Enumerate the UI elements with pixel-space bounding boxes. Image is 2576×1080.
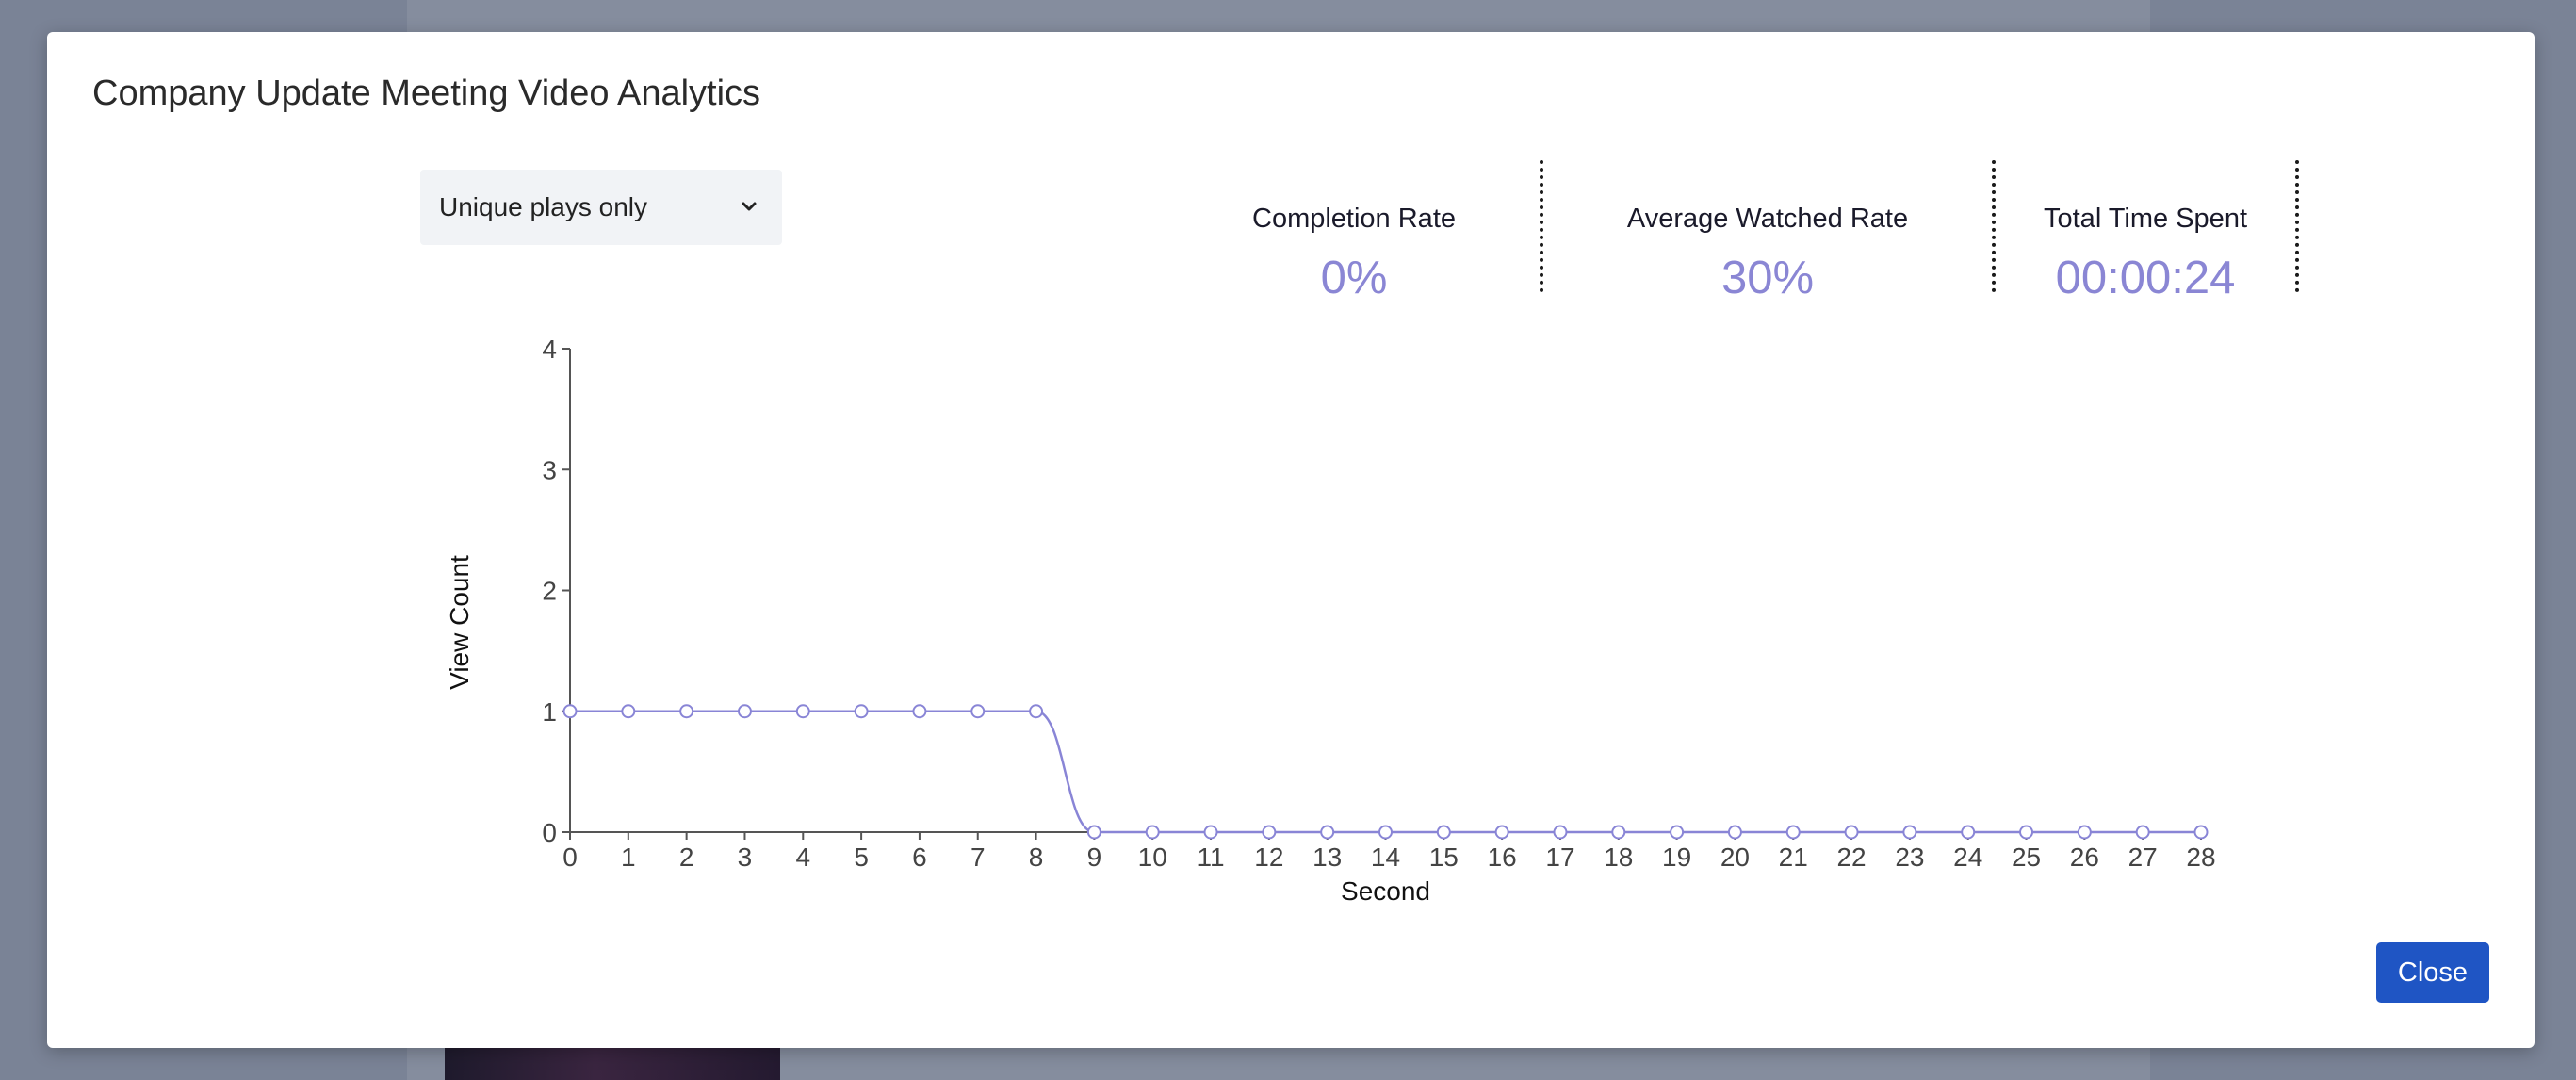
data-point — [1494, 825, 1509, 840]
stat-value: 00:00:24 — [2055, 253, 2236, 303]
data-point — [1262, 825, 1277, 840]
x-tick-label: 28 — [2186, 843, 2215, 872]
data-point — [1378, 825, 1393, 840]
x-tick-label: 7 — [970, 843, 986, 872]
data-point — [1785, 825, 1801, 840]
x-tick-label: 19 — [1662, 843, 1691, 872]
x-tick-label: 24 — [1953, 843, 1982, 872]
x-tick-label: 8 — [1029, 843, 1044, 872]
chevron-down-icon — [735, 193, 763, 221]
y-tick-label: 2 — [542, 577, 557, 606]
data-point — [854, 704, 869, 719]
data-point — [2135, 825, 2150, 840]
data-point — [679, 704, 694, 719]
x-tick-label: 14 — [1371, 843, 1400, 872]
y-tick-label: 4 — [542, 335, 557, 364]
y-tick-label: 0 — [542, 818, 557, 847]
stat-completion-rate: Completion Rate 0% — [1168, 160, 1543, 303]
data-point — [912, 704, 927, 719]
data-point — [1203, 825, 1218, 840]
data-point — [1145, 825, 1160, 840]
x-tick-label: 11 — [1197, 843, 1224, 872]
y-tick-label: 3 — [542, 455, 557, 484]
x-tick-label: 22 — [1836, 843, 1866, 872]
stat-average-watched-rate: Average Watched Rate 30% — [1543, 160, 1996, 303]
data-point — [1902, 825, 1917, 840]
stat-label: Total Time Spent — [2044, 204, 2247, 234]
data-point — [970, 704, 986, 719]
x-tick-label: 17 — [1545, 843, 1574, 872]
x-axis-label: Second — [1341, 876, 1430, 906]
data-point — [1727, 825, 1742, 840]
stat-total-time-spent: Total Time Spent 00:00:24 — [1996, 160, 2299, 303]
stat-label: Average Watched Rate — [1626, 204, 1909, 234]
x-tick-label: 25 — [2012, 843, 2041, 872]
x-tick-label: 16 — [1488, 843, 1517, 872]
data-point — [1320, 825, 1335, 840]
close-button[interactable]: Close — [2376, 942, 2489, 1003]
x-tick-label: 4 — [795, 843, 810, 872]
plays-filter-dropdown[interactable]: Unique plays only — [420, 170, 782, 245]
y-axis-label: View Count — [445, 555, 474, 690]
plays-filter-value: Unique plays only — [439, 192, 648, 221]
x-tick-label: 10 — [1138, 843, 1167, 872]
x-tick-label: 27 — [2128, 843, 2158, 872]
data-point — [1553, 825, 1568, 840]
data-point — [1086, 825, 1101, 840]
x-tick-label: 20 — [1720, 843, 1750, 872]
x-tick-label: 6 — [912, 843, 927, 872]
background-video-thumbnail — [445, 1044, 780, 1080]
data-point — [1670, 825, 1685, 840]
stat-value: 0% — [1320, 253, 1388, 303]
x-tick-label: 13 — [1312, 843, 1342, 872]
x-tick-label: 9 — [1087, 843, 1102, 872]
x-tick-label: 1 — [621, 843, 636, 872]
analytics-modal: Company Update Meeting Video Analytics U… — [47, 32, 2535, 1048]
x-tick-label: 15 — [1429, 843, 1459, 872]
x-tick-label: 3 — [738, 843, 753, 872]
data-point — [1611, 825, 1626, 840]
x-tick-label: 12 — [1254, 843, 1283, 872]
stat-value: 30% — [1720, 253, 1815, 303]
x-tick-label: 18 — [1604, 843, 1633, 872]
x-tick-label: 26 — [2070, 843, 2099, 872]
x-tick-label: 0 — [562, 843, 578, 872]
data-point — [1961, 825, 1976, 840]
x-tick-label: 5 — [854, 843, 869, 872]
data-point — [621, 704, 636, 719]
data-point — [562, 704, 578, 719]
modal-title: Company Update Meeting Video Analytics — [92, 74, 761, 113]
x-tick-label: 21 — [1779, 843, 1808, 872]
data-point — [1844, 825, 1859, 840]
stat-label: Completion Rate — [1252, 204, 1456, 234]
data-point — [737, 704, 752, 719]
data-point — [795, 704, 810, 719]
data-point — [2019, 825, 2034, 840]
data-point — [2193, 825, 2209, 840]
y-tick-label: 1 — [542, 697, 557, 727]
series-line — [570, 710, 2201, 834]
data-point — [1436, 825, 1451, 840]
data-point — [1029, 704, 1044, 719]
x-tick-label: 2 — [679, 843, 694, 872]
data-point — [2077, 825, 2092, 840]
x-tick-label: 23 — [1895, 843, 1924, 872]
